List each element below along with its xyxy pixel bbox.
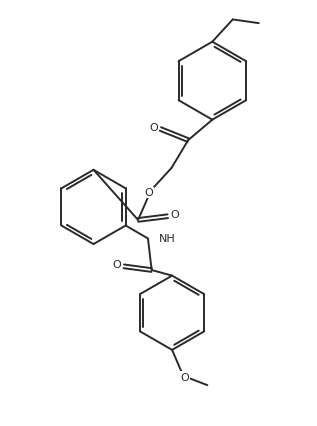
Text: O: O — [149, 123, 158, 133]
Text: O: O — [145, 187, 154, 198]
Text: NH: NH — [159, 234, 176, 244]
Text: O: O — [171, 210, 180, 220]
Text: O: O — [181, 372, 190, 382]
Text: O: O — [112, 260, 121, 270]
